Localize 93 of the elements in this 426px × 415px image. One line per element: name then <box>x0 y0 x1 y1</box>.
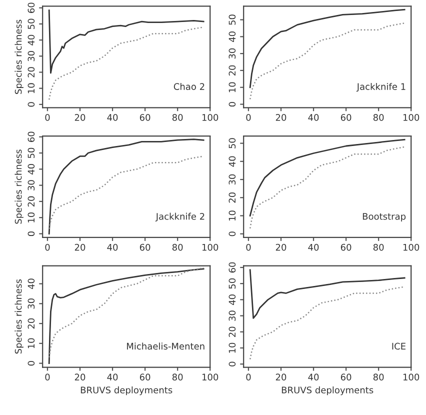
x-tick-label: 40 <box>308 244 319 251</box>
x-tick-label: 20 <box>276 244 286 251</box>
x-tick-label: 0 <box>246 244 251 251</box>
line-series <box>249 22 406 100</box>
y-tick-label: 10 <box>28 338 35 348</box>
y-tick-label: 20 <box>228 326 236 337</box>
x-tick-label: 80 <box>172 114 183 121</box>
line-series <box>48 26 204 100</box>
x-tick-label: 20 <box>276 374 286 381</box>
x-tick-label: 0 <box>246 374 251 381</box>
x-tick-label: 80 <box>373 374 384 381</box>
x-axis-title: BRUVS deployments <box>282 386 374 396</box>
annotation: Bootstrap <box>362 213 406 222</box>
y-tick-label: 0 <box>28 361 35 366</box>
y-tick-label: 20 <box>28 67 35 78</box>
x-tick-label: 40 <box>107 244 118 251</box>
x-tick-label: 0 <box>45 374 50 381</box>
x-axis-title: BRUVS deployments <box>80 386 172 396</box>
y-tick-label: 50 <box>28 148 35 158</box>
x-tick-label: 40 <box>308 374 319 381</box>
x-tick-label: 60 <box>140 114 150 121</box>
y-tick-label: 0 <box>228 232 236 236</box>
line-series <box>249 146 406 230</box>
x-tick-label: 60 <box>340 244 352 251</box>
x-tick-label: 40 <box>308 114 319 121</box>
x-tick-label: 20 <box>276 114 286 121</box>
line-series <box>249 286 406 360</box>
x-tick-label: 20 <box>74 114 86 121</box>
y-tick-label: 0 <box>28 231 35 236</box>
y-tick-label: 10 <box>228 82 236 92</box>
y-tick-label: 30 <box>28 50 35 62</box>
annotation: ICE <box>392 342 406 350</box>
y-tick-label: 10 <box>228 342 236 353</box>
y-tick-label: 10 <box>28 212 35 222</box>
y-tick-label: 50 <box>228 278 236 289</box>
y-tick-label: 20 <box>28 196 35 207</box>
y-tick-label: 30 <box>28 180 35 190</box>
y-tick-label: 40 <box>228 156 236 167</box>
line-series <box>48 156 204 230</box>
y-tick-label: 30 <box>28 298 35 309</box>
line-series <box>249 269 406 319</box>
x-tick-label: 0 <box>45 114 50 121</box>
y-tick-label: 20 <box>228 65 236 76</box>
x-tick-label: 60 <box>140 244 150 251</box>
y-tick-label: 10 <box>228 210 236 220</box>
y-tick-label: 40 <box>28 164 35 174</box>
x-tick-label: 0 <box>45 244 50 251</box>
y-tick-label: 60 <box>228 262 236 273</box>
x-tick-label: 20 <box>74 374 86 381</box>
x-tick-label: 80 <box>172 374 183 381</box>
y-tick-label: 0 <box>228 102 236 107</box>
x-tick-label: 80 <box>172 244 183 251</box>
y-tick-label: 60 <box>28 2 35 13</box>
x-tick-label: 60 <box>340 374 352 381</box>
line-series <box>48 10 204 74</box>
y-axis-title: Species richness <box>14 279 24 354</box>
y-tick-label: 50 <box>228 138 236 148</box>
x-tick-label: 0 <box>246 114 251 121</box>
x-tick-label: 100 <box>202 244 218 251</box>
x-tick-label: 20 <box>74 244 86 251</box>
annotation: Michaelis-Menten <box>127 342 204 350</box>
y-axis-title: Species richness <box>14 150 24 224</box>
y-tick-label: 50 <box>228 14 236 25</box>
y-axis-title: Species richness <box>14 20 24 94</box>
y-tick-label: 0 <box>28 102 35 107</box>
y-tick-label: 40 <box>228 32 236 42</box>
x-tick-label: 80 <box>373 244 384 251</box>
annotation: Jackknife 2 <box>155 212 204 222</box>
annotation: Chao 2 <box>174 82 204 90</box>
x-tick-label: 40 <box>107 374 118 381</box>
x-tick-label: 40 <box>107 114 118 121</box>
annotation: Jackknife 1 <box>356 82 406 92</box>
x-tick-label: 80 <box>373 114 384 121</box>
x-tick-label: 60 <box>140 374 150 381</box>
y-tick-label: 30 <box>228 174 236 185</box>
x-tick-label: 100 <box>202 114 218 121</box>
x-tick-label: 100 <box>202 374 218 381</box>
y-tick-label: 40 <box>28 278 35 290</box>
y-tick-label: 60 <box>28 132 35 142</box>
y-tick-label: 30 <box>228 48 236 59</box>
y-tick-label: 50 <box>28 18 35 29</box>
y-tick-label: 20 <box>228 192 236 203</box>
y-tick-label: 40 <box>228 294 236 305</box>
y-tick-label: 40 <box>28 34 35 46</box>
y-tick-label: 10 <box>28 83 35 94</box>
x-tick-label: 100 <box>403 114 420 121</box>
y-tick-label: 20 <box>28 318 35 329</box>
y-tick-label: 30 <box>228 310 236 321</box>
y-tick-label: 0 <box>228 362 236 366</box>
x-tick-label: 60 <box>340 114 352 121</box>
line-series <box>48 138 204 234</box>
x-tick-label: 100 <box>403 244 420 251</box>
x-tick-label: 100 <box>403 374 420 381</box>
